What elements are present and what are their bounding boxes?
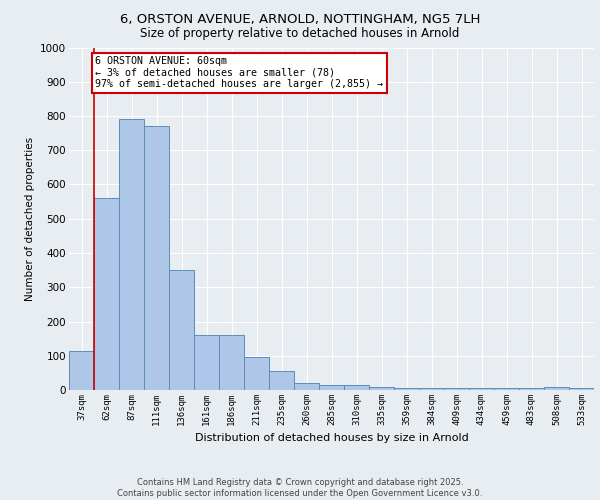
Bar xyxy=(494,388,519,390)
Bar xyxy=(544,386,569,390)
Bar xyxy=(469,388,494,390)
Bar xyxy=(69,350,94,390)
Bar xyxy=(194,335,219,390)
Bar xyxy=(169,270,194,390)
Text: Contains HM Land Registry data © Crown copyright and database right 2025.
Contai: Contains HM Land Registry data © Crown c… xyxy=(118,478,482,498)
Bar xyxy=(569,388,594,390)
Bar xyxy=(419,388,444,390)
Bar xyxy=(94,198,119,390)
Bar xyxy=(394,388,419,390)
Bar xyxy=(444,388,469,390)
Bar xyxy=(519,388,544,390)
Text: 6 ORSTON AVENUE: 60sqm
← 3% of detached houses are smaller (78)
97% of semi-deta: 6 ORSTON AVENUE: 60sqm ← 3% of detached … xyxy=(95,56,383,90)
Bar xyxy=(294,383,319,390)
Bar xyxy=(144,126,169,390)
Bar xyxy=(369,386,394,390)
Bar xyxy=(319,385,344,390)
Bar xyxy=(119,120,144,390)
Bar xyxy=(344,385,369,390)
Text: 6, ORSTON AVENUE, ARNOLD, NOTTINGHAM, NG5 7LH: 6, ORSTON AVENUE, ARNOLD, NOTTINGHAM, NG… xyxy=(120,12,480,26)
Y-axis label: Number of detached properties: Number of detached properties xyxy=(25,136,35,301)
Bar xyxy=(269,371,294,390)
X-axis label: Distribution of detached houses by size in Arnold: Distribution of detached houses by size … xyxy=(194,434,469,444)
Bar xyxy=(219,335,244,390)
Text: Size of property relative to detached houses in Arnold: Size of property relative to detached ho… xyxy=(140,28,460,40)
Bar xyxy=(244,358,269,390)
